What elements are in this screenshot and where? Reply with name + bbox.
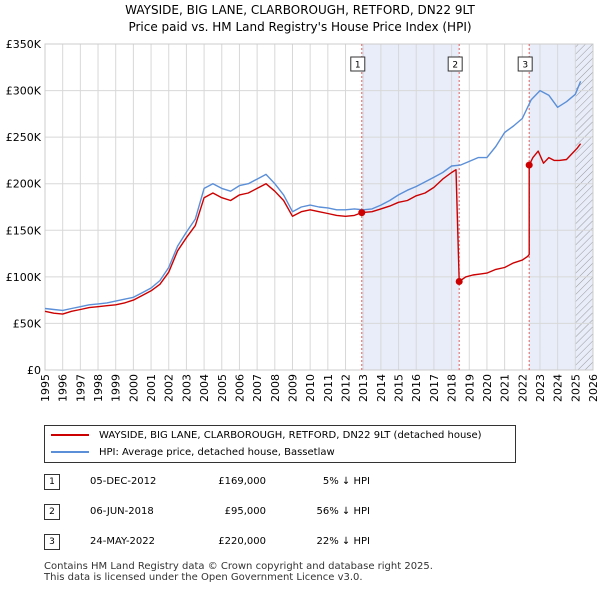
- transaction-number-box: [350, 56, 366, 72]
- x-tick-label: 2025: [569, 374, 582, 402]
- x-tick-label: 2006: [233, 374, 246, 402]
- transaction-number-box: [447, 56, 463, 72]
- x-tick-label: 2010: [304, 374, 317, 402]
- legend-swatch-property: [51, 434, 89, 436]
- transaction-number-box: 1: [44, 474, 60, 490]
- y-tick-label: £350K: [6, 38, 42, 51]
- line-chart: 1 2 3 £0 £50K £100K £150K £200K £250K £300K £350K…: [6, 38, 600, 402]
- x-tick-label: 2017: [428, 374, 441, 402]
- y-tick-label: £250K: [6, 131, 42, 144]
- transaction-point: [455, 278, 463, 286]
- chart-legend: WAYSIDE, BIG LANE, CLARBOROUGH, RETFORD,…: [44, 425, 516, 463]
- transaction-number-box: 2: [44, 504, 60, 520]
- transaction-price: £95,000: [224, 506, 266, 517]
- transaction-date: 24-MAY-2022: [90, 536, 156, 547]
- y-tick-label: £200K: [6, 178, 42, 191]
- y-tick-label: £300K: [6, 85, 42, 98]
- legend-label-property: WAYSIDE, BIG LANE, CLARBOROUGH, RETFORD,…: [99, 429, 482, 441]
- x-tick-label: 2019: [463, 374, 476, 402]
- x-tick-label: 2016: [410, 374, 423, 402]
- chart-title-block: WAYSIDE, BIG LANE, CLARBOROUGH, RETFORD,…: [0, 2, 600, 36]
- x-tick-label: 2000: [127, 374, 140, 402]
- transaction-number-label: 3: [522, 61, 528, 71]
- x-tick-label: 2014: [375, 374, 388, 402]
- plot-area: [44, 43, 594, 371]
- legend-label-hpi: HPI: Average price, detached house, Bass…: [99, 446, 335, 458]
- transaction-date: 06-JUN-2018: [90, 506, 154, 517]
- x-tick-label: 2012: [340, 374, 353, 402]
- transaction-point: [525, 161, 533, 169]
- footer-copyright: Contains HM Land Registry data © Crown c…: [44, 561, 433, 572]
- x-tick-label: 2022: [516, 374, 529, 402]
- transaction-hpi-diff: 5% ↓ HPI: [322, 476, 370, 487]
- transaction-number-box: [517, 56, 533, 72]
- x-tick-label: 2004: [198, 374, 211, 402]
- x-tick-label: 2024: [552, 374, 565, 402]
- x-tick-label: 2008: [269, 374, 282, 402]
- footer: Contains HM Land Registry data © Crown c…: [44, 561, 433, 583]
- x-tick-label: 2007: [251, 374, 264, 402]
- transaction-number-label: 2: [452, 61, 458, 71]
- table-row: 1 05-DEC-2012 £169,000 5% ↓ HPI: [44, 474, 444, 492]
- x-tick-label: 2023: [534, 374, 547, 402]
- transaction-price: £169,000: [218, 476, 266, 487]
- x-tick-label: 1997: [74, 374, 87, 402]
- legend-swatch-hpi: [51, 451, 89, 453]
- x-tick-label: 2018: [446, 374, 459, 402]
- transaction-price: £220,000: [218, 536, 266, 547]
- transaction-number-box: 3: [44, 534, 60, 550]
- hpi-series-line: [44, 81, 582, 312]
- x-tick-label: 2001: [145, 374, 158, 402]
- forecast-hatch: [575, 44, 593, 370]
- x-tick-label: 1999: [110, 374, 123, 402]
- transaction-date: 05-DEC-2012: [90, 476, 157, 487]
- transaction-point: [358, 209, 366, 217]
- x-tick-label: 2011: [322, 374, 335, 402]
- x-tick-label: 2020: [481, 374, 494, 402]
- x-tick-label: 2003: [180, 374, 193, 402]
- chart-subtitle: Price paid vs. HM Land Registry's House …: [128, 20, 472, 34]
- transaction-hpi-diff: 56% ↓ HPI: [316, 506, 370, 517]
- transaction-hpi-diff: 22% ↓ HPI: [316, 536, 370, 547]
- x-tick-label: 2009: [286, 374, 299, 402]
- y-tick-label: £100K: [6, 271, 42, 284]
- y-tick-label: £150K: [6, 224, 42, 237]
- x-tick-label: 2021: [499, 374, 512, 402]
- x-tick-label: 2005: [216, 374, 229, 402]
- footer-licence: This data is licensed under the Open Gov…: [44, 572, 363, 583]
- property-series-line: [44, 143, 582, 315]
- chart-title: WAYSIDE, BIG LANE, CLARBOROUGH, RETFORD,…: [125, 3, 475, 17]
- x-tick-label: 2002: [163, 374, 176, 402]
- table-row: 2 06-JUN-2018 £95,000 56% ↓ HPI: [44, 504, 444, 522]
- y-tick-label: £50K: [13, 317, 42, 330]
- x-tick-label: 1995: [39, 374, 52, 402]
- x-tick-label: 2013: [357, 374, 370, 402]
- x-tick-label: 2026: [587, 374, 600, 402]
- x-tick-label: 2015: [393, 374, 406, 402]
- table-row: 3 24-MAY-2022 £220,000 22% ↓ HPI: [44, 534, 444, 552]
- x-tick-label: 1996: [57, 374, 70, 402]
- y-tick-label: £0: [27, 364, 41, 377]
- legend-item-hpi: HPI: Average price, detached house, Bass…: [51, 444, 335, 460]
- legend-item-property: WAYSIDE, BIG LANE, CLARBOROUGH, RETFORD,…: [51, 427, 482, 443]
- transaction-number-label: 1: [355, 61, 361, 71]
- x-tick-label: 1998: [92, 374, 105, 402]
